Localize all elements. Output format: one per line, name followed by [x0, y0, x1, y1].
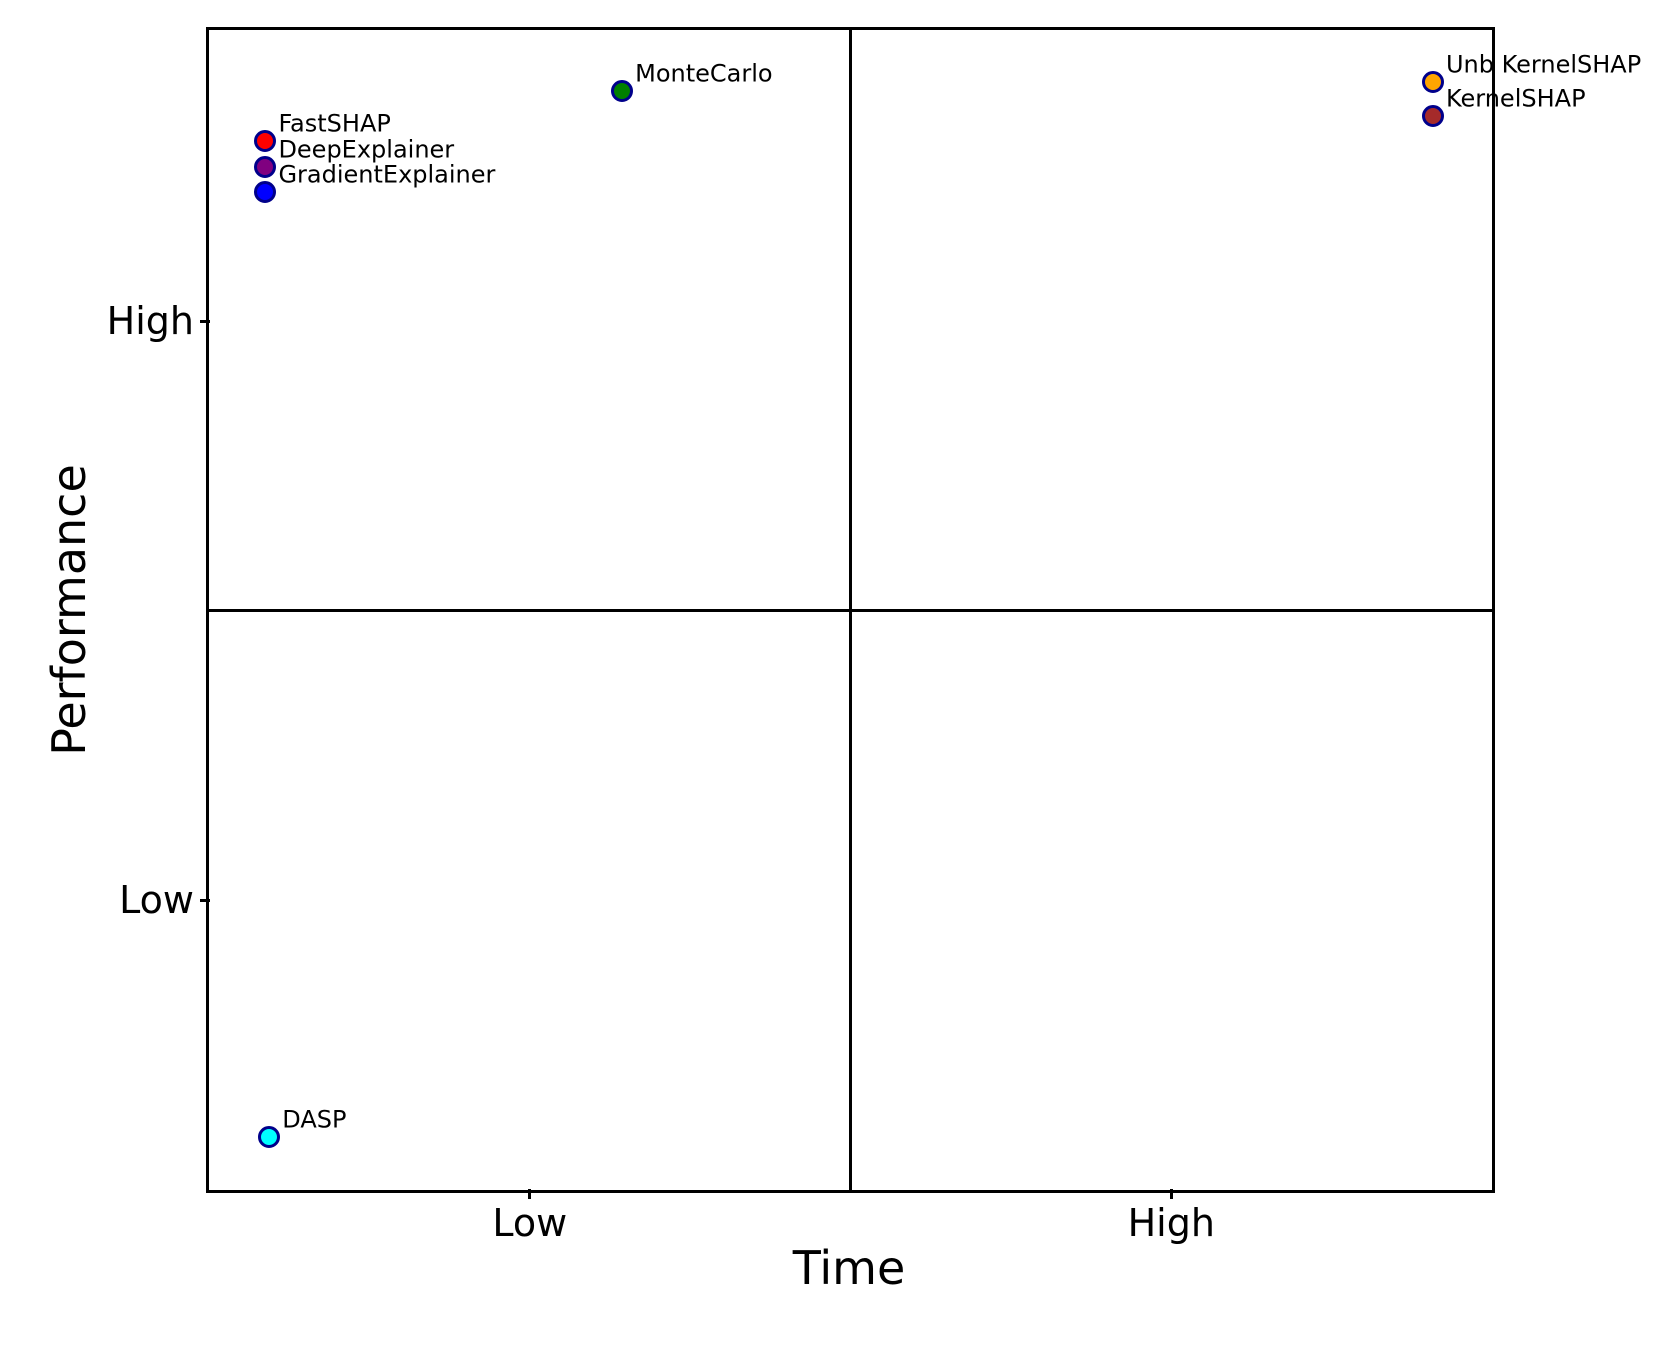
x-tick-label: Low [492, 1201, 568, 1245]
data-point-fastshap [254, 130, 277, 153]
x-tick-mark [528, 1189, 532, 1199]
data-point-label-fastshap: FastSHAP [278, 109, 391, 138]
data-point-kernelshap [1421, 104, 1444, 127]
data-point-dasp [258, 1125, 281, 1148]
horizontal-quadrant-line [209, 608, 1492, 612]
data-point-label-unb-kernelshap: Unb KernelSHAP [1445, 50, 1642, 79]
x-axis-title: Time [792, 1241, 906, 1295]
y-tick-mark [200, 319, 210, 323]
data-point-label-dasp: DASP [282, 1105, 347, 1134]
y-axis-title: Performance [42, 464, 96, 756]
y-tick-label: High [106, 299, 194, 344]
y-tick-label: Low [119, 878, 194, 922]
data-point-montecarlo [611, 80, 634, 103]
x-tick-label: High [1127, 1201, 1215, 1245]
data-point-gradientexplainer [254, 181, 277, 204]
data-point-label-montecarlo: MonteCarlo [635, 59, 773, 88]
x-tick-mark [1169, 1189, 1173, 1199]
data-point-label-gradientexplainer: GradientExplainer [278, 160, 496, 189]
plot-area: High Low Low High MonteCarlo FastSHAP Deep… [107, 27, 1641, 1245]
y-tick-mark [200, 898, 210, 902]
data-point-unb-kernelshap [1421, 71, 1444, 94]
data-point-label-deepexplainer: DeepExplainer [278, 135, 455, 164]
data-point-deepexplainer [254, 155, 277, 178]
data-point-label-kernelshap: KernelSHAP [1445, 84, 1586, 113]
